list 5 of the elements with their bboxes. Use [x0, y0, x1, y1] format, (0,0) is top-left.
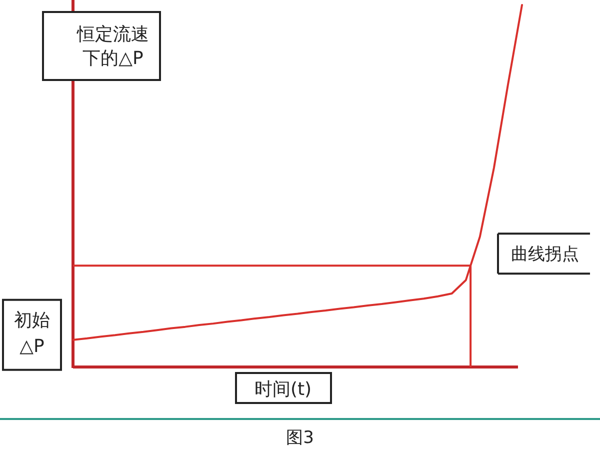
ref-line-label: 曲线拐点 — [511, 244, 579, 265]
x-axis-title: 时间(t) — [254, 379, 312, 400]
y-axis-title: 恒定流速下的△P — [76, 24, 149, 69]
text: 初始△P — [14, 310, 50, 357]
caption: 图3 — [286, 428, 314, 448]
